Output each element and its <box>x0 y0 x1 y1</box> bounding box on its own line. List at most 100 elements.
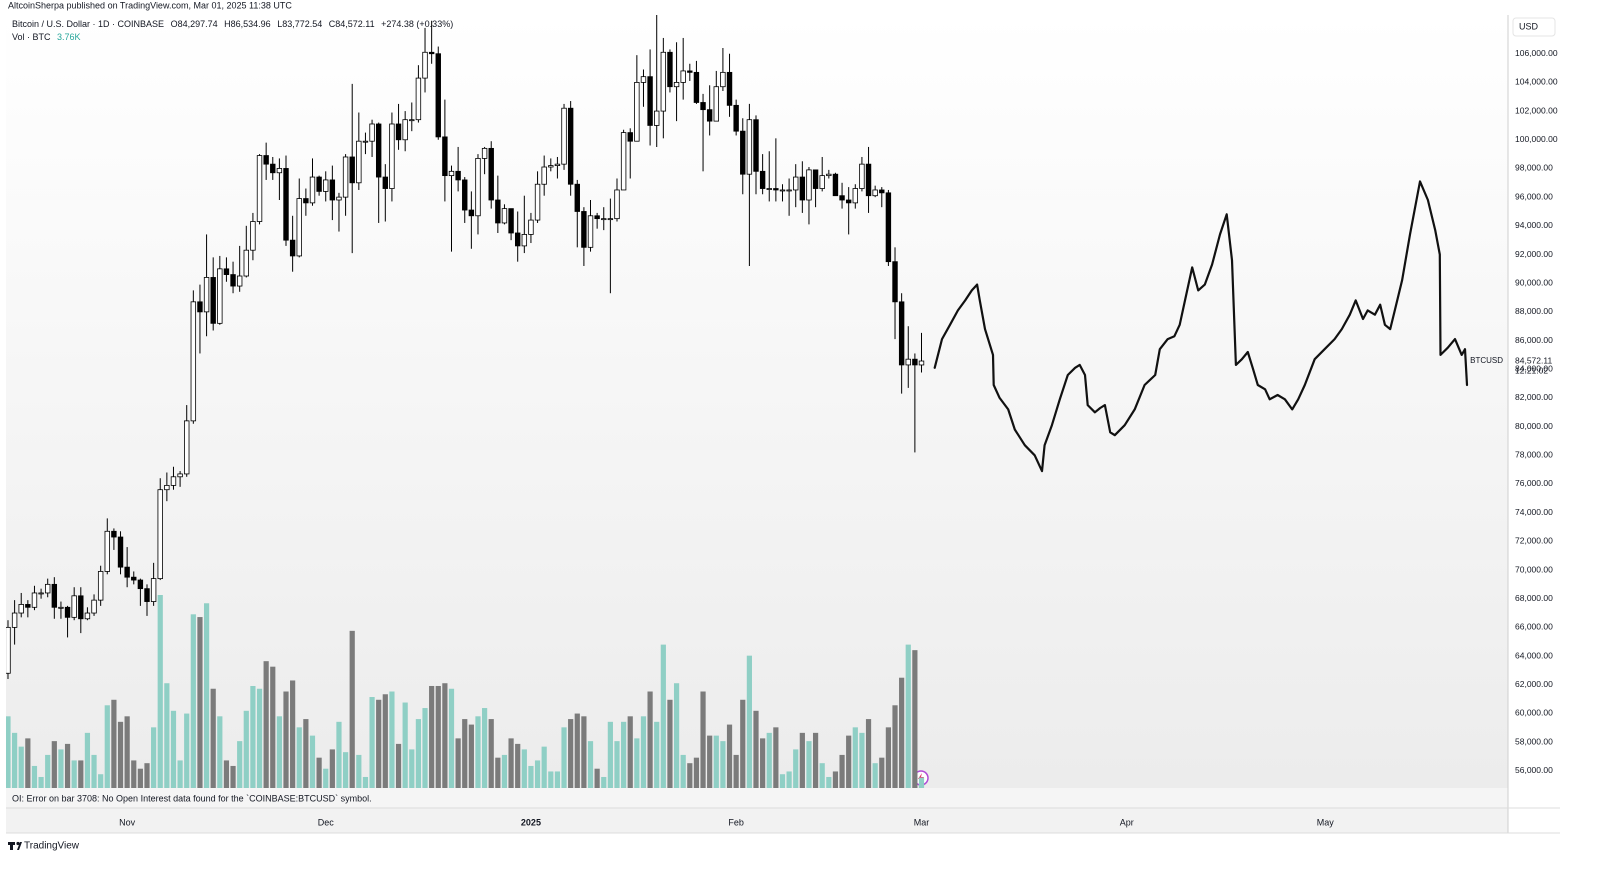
volume-bar <box>832 771 839 788</box>
volume-bar <box>84 732 91 788</box>
candle-body <box>779 189 786 192</box>
candle-body <box>495 199 501 224</box>
candle-body <box>428 51 435 55</box>
currency[interactable]: USD <box>1519 21 1539 31</box>
volume-bar <box>812 732 819 788</box>
volume-bar <box>561 727 567 788</box>
candle-body <box>700 102 706 111</box>
candle-body <box>270 163 276 174</box>
volume-bar <box>12 732 18 788</box>
candle-body <box>806 169 812 201</box>
candle-body <box>144 588 150 602</box>
candle-body <box>131 576 137 581</box>
volume-bar <box>554 771 561 788</box>
candle-body <box>45 583 51 594</box>
volume-layer <box>6 595 925 788</box>
volume-bar <box>501 754 508 788</box>
candle-body <box>356 140 362 184</box>
volume-bar <box>680 754 686 788</box>
volume-bar <box>528 765 534 788</box>
candle-body <box>548 165 554 168</box>
volume-bar <box>356 754 362 788</box>
volume-bar <box>726 724 733 788</box>
currency-box[interactable] <box>1512 17 1556 37</box>
candle-body <box>97 571 104 601</box>
volume-bar <box>336 721 342 788</box>
volume-bar <box>594 768 600 788</box>
candle-body <box>879 189 885 194</box>
volume-bar <box>98 774 104 788</box>
candle-body <box>514 232 521 247</box>
y-tick-label: 88,000.00 <box>1515 306 1553 316</box>
candle-body <box>177 473 183 478</box>
x-tick-label: Mar <box>914 817 930 827</box>
candle-body <box>647 76 653 126</box>
candle-body <box>859 163 865 189</box>
volume-bar <box>402 702 408 788</box>
candle-body <box>203 277 210 313</box>
candle-body <box>18 604 24 614</box>
volume-bar <box>303 719 309 788</box>
candle-body <box>726 71 733 106</box>
volume-bar <box>634 738 640 788</box>
y-tick-label: 84,000.00 <box>1515 363 1553 373</box>
volume-bar <box>779 774 786 788</box>
candle-body <box>819 175 825 189</box>
candle-body <box>468 209 475 217</box>
volume-bar <box>362 776 369 788</box>
volume-bar <box>786 771 792 788</box>
volume-bar <box>872 763 878 788</box>
volume-bar <box>455 738 461 788</box>
candle-body <box>362 140 369 143</box>
candle-body <box>38 592 44 595</box>
candle-body <box>263 155 269 165</box>
candle-body <box>773 188 779 191</box>
volume-bar <box>117 721 124 788</box>
candle-body <box>78 595 84 620</box>
candle-body <box>157 489 163 580</box>
candle-body <box>614 189 620 220</box>
candle-body <box>918 360 925 366</box>
time-axis-background <box>6 808 1508 833</box>
volume-bar <box>793 749 799 788</box>
y-tick-label: 92,000.00 <box>1515 249 1553 259</box>
price-tag-symbol: BTCUSD <box>1470 356 1503 365</box>
volume-bar <box>859 732 865 788</box>
candle-body <box>660 51 667 112</box>
candle-body <box>733 104 739 132</box>
volume-bar <box>270 666 276 788</box>
volume-bar <box>18 746 24 788</box>
candle-body <box>256 155 263 222</box>
candle-body <box>111 530 117 538</box>
volume-bar <box>435 685 441 788</box>
candle-body <box>283 168 289 241</box>
volume-bar <box>243 710 249 788</box>
volume-bar <box>184 713 190 788</box>
volume-legend: Vol · BTC 3.76K <box>12 32 81 42</box>
candle-body <box>740 130 746 175</box>
volume-bar <box>151 727 157 788</box>
volume-bar <box>574 713 580 788</box>
y-tick-label: 100,000.00 <box>1515 134 1558 144</box>
volume-bar <box>912 650 918 788</box>
volume-bar <box>256 688 263 788</box>
candle-body <box>627 132 633 142</box>
volume-bar <box>323 768 329 788</box>
candle-body <box>481 147 488 159</box>
y-tick-label: 78,000.00 <box>1515 450 1553 460</box>
volume-bar <box>58 749 64 788</box>
volume-bar <box>104 705 110 788</box>
volume-bar <box>111 699 117 788</box>
volume-bar <box>71 760 77 788</box>
candle-body <box>303 198 309 204</box>
candle-body <box>826 173 832 177</box>
candle-body <box>912 358 918 366</box>
volume-bar <box>409 749 415 788</box>
price-tag-value: 84,572.11 <box>1515 355 1552 365</box>
y-tick-label: 60,000.00 <box>1515 708 1553 718</box>
volume-bar <box>482 708 488 788</box>
x-tick-label: May <box>1317 817 1335 827</box>
candle-body <box>634 82 640 142</box>
volume-bar <box>806 741 812 788</box>
volume-bar <box>342 752 349 788</box>
